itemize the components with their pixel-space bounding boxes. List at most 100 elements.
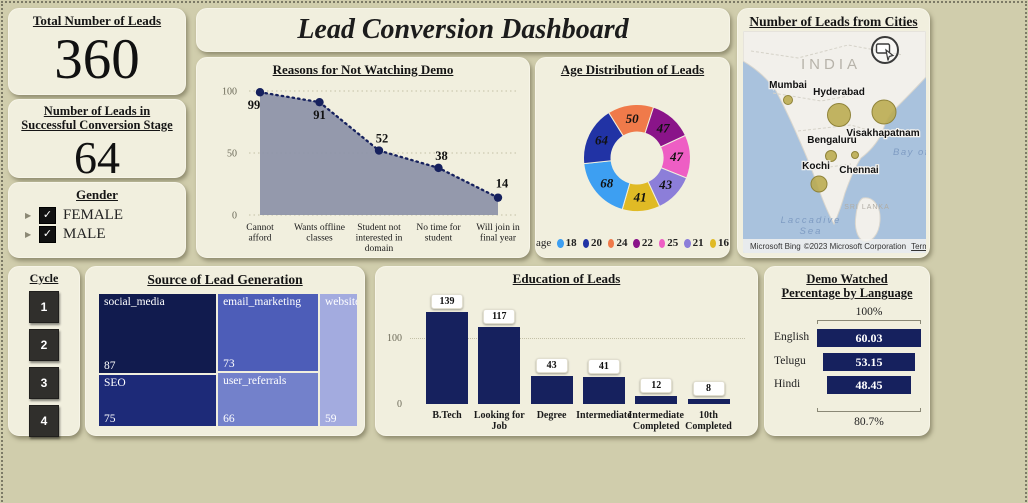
x-category-label: classes: [306, 234, 333, 244]
map-terms-link[interactable]: Terms: [911, 241, 926, 251]
x-category-label: Cannot: [246, 223, 274, 233]
age-legend-title: age: [536, 237, 552, 249]
x-category-label: Student not: [357, 223, 401, 233]
cycle-title: Cycle: [29, 271, 59, 285]
slice-value-label: 41: [633, 189, 647, 204]
city-label-chennai: Chennai: [839, 165, 879, 176]
funnel-top-bracket: [817, 320, 921, 324]
y-tick-label: 100: [222, 87, 237, 98]
funnel-label-english: English: [774, 331, 810, 343]
bar-b-tech[interactable]: [426, 312, 468, 404]
x-category-label: Intermediate: [576, 410, 632, 421]
map-brand: Microsoft Bing: [750, 241, 801, 251]
education-bar-chart: 100 0 139 B.Tech 117 Looking for Job 43 Degree 41…: [376, 267, 759, 437]
data-label: 52: [376, 132, 389, 146]
city-label-bengaluru: Bengaluru: [807, 135, 856, 146]
slice-value-label: 43: [658, 177, 673, 192]
cycle-button-2[interactable]: 2: [29, 329, 59, 362]
treemap-tile-user_referrals[interactable]: user_referrals 66: [217, 371, 319, 427]
cycle-slicer: Cycle 1 2 3 4: [8, 266, 80, 438]
checkbox-checked-icon[interactable]: ✓: [39, 206, 56, 224]
gender-option-male[interactable]: ▶ ✓ MALE: [25, 225, 185, 244]
gender-options: ▶ ✓ FEMALE ▶ ✓ MALE: [9, 203, 185, 244]
data-point[interactable]: [255, 88, 265, 97]
legend-label-age-22: 22: [641, 237, 653, 249]
bar-intermediate-completed[interactable]: [635, 396, 678, 404]
source-treemap-card: Source of Lead Generation social_media 87…: [85, 266, 365, 436]
cycle-buttons: 1 2 3 4: [9, 291, 79, 438]
bar-value-label: 43: [535, 357, 568, 373]
treemap-tile-seo[interactable]: SEO 75: [98, 374, 218, 427]
slice-value-label: 47: [669, 149, 684, 164]
legend-label-age-21: 21: [692, 237, 704, 249]
x-category-label: interested in: [356, 234, 403, 244]
gender-title: Gender: [76, 187, 118, 202]
slice-value-label: 68: [600, 175, 614, 190]
kpi-total-leads-card: Total Number of Leads 360: [8, 8, 186, 95]
gender-option-label: MALE: [63, 225, 106, 242]
funnel-bar-hindi[interactable]: 48.45: [827, 376, 911, 394]
data-point[interactable]: [434, 163, 443, 173]
city-bubble-mumbai[interactable]: [783, 95, 793, 105]
expand-arrow-icon[interactable]: ▶: [25, 229, 32, 239]
age-chart-card: Age Distribution of Leads 50 47 47 43 41 68 64…: [535, 57, 730, 258]
bar-value-label: 8: [692, 380, 725, 396]
education-chart-title: Education of Leads: [512, 271, 621, 286]
city-bubble-bengaluru[interactable]: [825, 150, 837, 162]
legend-label-age-24: 24: [616, 237, 628, 249]
city-bubble-visakhapatnam[interactable]: [871, 99, 897, 125]
x-category-label: student: [425, 234, 453, 244]
treemap-tile-value: 59: [325, 413, 337, 425]
bar-looking-for-job[interactable]: [478, 326, 521, 404]
bar-value-label: 12: [640, 378, 673, 394]
checkbox-checked-icon[interactable]: ✓: [39, 225, 56, 243]
treemap-tile-label: email_marketing: [223, 296, 301, 308]
cycle-button-4[interactable]: 4: [29, 405, 59, 438]
slice-value-label: 64: [595, 133, 609, 148]
x-category-label: Job: [491, 420, 508, 432]
city-bubble-chennai[interactable]: [851, 151, 859, 159]
slice-value-label: 47: [656, 120, 671, 135]
bar-intermediate[interactable]: [582, 376, 625, 404]
age-chart-title: Age Distribution of Leads: [560, 62, 705, 77]
treemap-tile-email_marketing[interactable]: email_marketing 73: [217, 293, 319, 372]
country-label: INDIA: [801, 56, 861, 73]
funnel-bar-telugu[interactable]: 53.15: [822, 352, 916, 371]
data-point[interactable]: [315, 97, 324, 107]
map-copyright: ©2023 Microsoft Corporation: [803, 241, 907, 251]
bar-degree[interactable]: [530, 375, 573, 404]
city-bubble-hyderabad[interactable]: [827, 103, 851, 127]
education-chart-card: Education of Leads 100 0 139 B.Tech 117 Looki…: [375, 266, 758, 436]
treemap-tile-value: 75: [104, 412, 116, 425]
treemap-tile-social_media[interactable]: social_media 87: [98, 293, 218, 375]
data-point[interactable]: [493, 193, 503, 202]
donut-slice-age-20[interactable]: [583, 111, 624, 165]
state-border: [750, 44, 904, 59]
map-select-tool-button[interactable]: [871, 36, 899, 64]
kpi-conversion-card: Number of Leads in Successful Conversion…: [8, 99, 186, 182]
funnel-bar-english[interactable]: 60.03: [817, 329, 921, 347]
bar-10th-completed[interactable]: [687, 398, 730, 404]
x-category-label: No time for: [416, 222, 461, 233]
age-legend: age 18 20 24 22 25 21 16: [536, 237, 729, 249]
cycle-button-1[interactable]: 1: [29, 291, 59, 324]
x-category-label: 10th: [699, 410, 718, 421]
data-point[interactable]: [374, 146, 384, 155]
reasons-chart-title: Reasons for Not Watching Demo: [272, 62, 454, 77]
gender-option-female[interactable]: ▶ ✓ FEMALE: [25, 206, 185, 225]
legend-label-age-20: 20: [591, 237, 603, 249]
sea-label-laccadive: Laccadive: [781, 215, 842, 226]
data-label: 38: [435, 149, 448, 163]
y-tick-label: 0: [232, 211, 237, 222]
y-tick-label: 100: [387, 333, 402, 344]
legend-dot-age-21: [684, 238, 691, 248]
treemap-tile-website[interactable]: website 59: [319, 293, 358, 427]
data-label: 91: [313, 108, 326, 122]
legend-label-age-16: 16: [718, 237, 729, 249]
gender-option-label: FEMALE: [63, 206, 123, 223]
cycle-button-3[interactable]: 3: [29, 367, 59, 400]
bar-value-label: 41: [587, 358, 620, 374]
city-bubble-kochi[interactable]: [810, 175, 828, 193]
expand-arrow-icon[interactable]: ▶: [25, 210, 32, 220]
